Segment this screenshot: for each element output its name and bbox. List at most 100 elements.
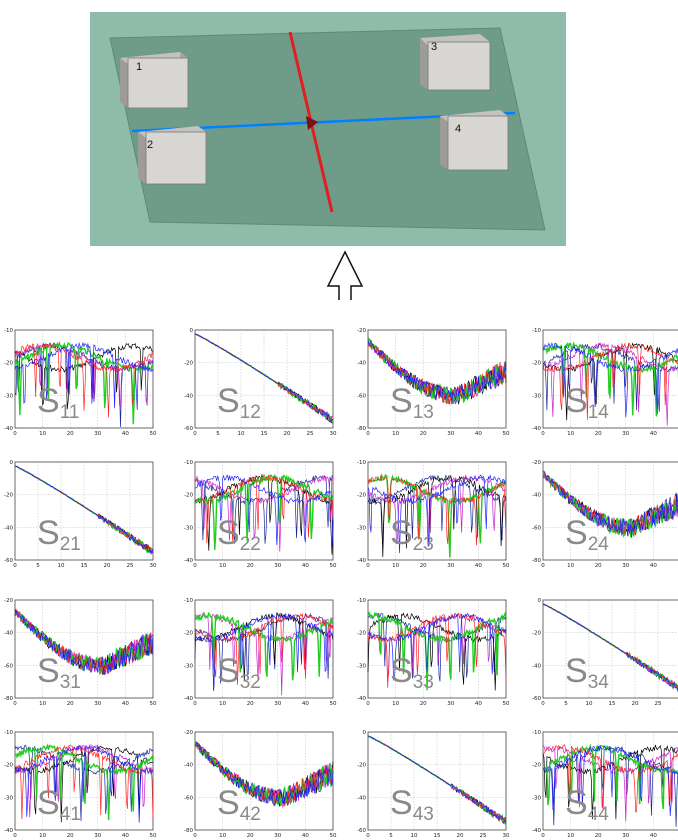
x-tick-label: 30 xyxy=(447,701,454,707)
y-tick-label: -60 xyxy=(532,696,541,702)
x-tick-label: 10 xyxy=(567,833,574,839)
x-tick-label: 30 xyxy=(622,563,629,569)
trace-line xyxy=(367,735,507,824)
y-tick-label: -30 xyxy=(357,663,366,669)
plot-s24: -20-40-60-8001020304050S24 xyxy=(532,460,678,569)
x-tick-label: 30 xyxy=(447,431,454,437)
x-tick-label: 0 xyxy=(366,701,370,707)
y-tick-label: -40 xyxy=(184,558,193,564)
y-tick-label: -20 xyxy=(532,763,541,769)
y-tick-label: -20 xyxy=(4,598,13,604)
x-tick-label: 5 xyxy=(389,833,393,839)
trace-line xyxy=(14,465,154,554)
x-tick-label: 0 xyxy=(193,701,197,707)
y-tick-label: -60 xyxy=(184,426,193,432)
plot-frame xyxy=(542,731,678,831)
y-tick-label: -60 xyxy=(357,393,366,399)
x-tick-label: 5 xyxy=(36,563,40,569)
y-tick-label: -80 xyxy=(357,426,366,432)
x-tick-label: 20 xyxy=(284,431,291,437)
x-tick-label: 10 xyxy=(39,701,46,707)
x-tick-label: 10 xyxy=(567,431,574,437)
y-tick-label: -20 xyxy=(357,328,366,334)
y-tick-label: -80 xyxy=(4,696,13,702)
x-tick-label: 30 xyxy=(274,701,281,707)
y-tick-label: -30 xyxy=(4,393,13,399)
trace-line xyxy=(14,744,154,823)
x-tick-label: 30 xyxy=(330,431,337,437)
x-tick-label: 40 xyxy=(122,833,129,839)
x-tick-label: 20 xyxy=(595,833,602,839)
x-tick-label: 40 xyxy=(302,701,309,707)
y-tick-label: -40 xyxy=(184,696,193,702)
x-tick-label: 30 xyxy=(622,431,629,437)
x-tick-label: 40 xyxy=(475,563,482,569)
y-tick-label: -30 xyxy=(532,393,541,399)
x-tick-label: 15 xyxy=(434,833,441,839)
x-tick-label: 0 xyxy=(13,431,17,437)
trace-line xyxy=(542,744,678,813)
y-tick-label: -10 xyxy=(532,730,541,736)
x-tick-label: 40 xyxy=(475,701,482,707)
trace-line xyxy=(542,746,678,827)
y-tick-label: -20 xyxy=(4,763,13,769)
x-tick-label: 30 xyxy=(447,563,454,569)
x-tick-label: 50 xyxy=(330,563,337,569)
y-tick-label: -60 xyxy=(4,558,13,564)
plot-s32: -10 -20 -30 -400 10 20 30 40 50 S32 xyxy=(184,598,337,707)
y-tick-label: -30 xyxy=(357,525,366,531)
trace-line xyxy=(14,342,154,418)
plot-frame xyxy=(542,599,678,699)
plot-s34: 0-20-40-60051015202530S34 xyxy=(532,598,678,707)
x-tick-label: 0 xyxy=(193,563,197,569)
y-tick-label: -60 xyxy=(184,795,193,801)
y-tick-label: -10 xyxy=(357,598,366,604)
x-tick-label: 20 xyxy=(632,701,639,707)
x-tick-label: 40 xyxy=(122,701,129,707)
y-tick-label: 0 xyxy=(363,730,367,736)
y-tick-label: -20 xyxy=(184,730,193,736)
port-label-2: 2 xyxy=(147,139,153,151)
plot-label: S41 xyxy=(37,784,81,825)
y-tick-label: 0 xyxy=(10,460,14,466)
plot-label: S12 xyxy=(217,382,261,423)
x-tick-label: 0 xyxy=(541,701,545,707)
plot-s31: -20 -40 -60 -800 10 20 30 40 50 S31 xyxy=(4,598,157,707)
y-tick-label: -20 xyxy=(357,493,366,499)
x-tick-label: 20 xyxy=(104,563,111,569)
trace-line xyxy=(14,343,154,410)
y-tick-label: -20 xyxy=(4,493,13,499)
x-tick-label: 0 xyxy=(193,833,197,839)
y-tick-label: 0 xyxy=(190,328,194,334)
y-tick-label: -40 xyxy=(532,426,541,432)
y-tick-label: -20 xyxy=(357,763,366,769)
port-label-4: 4 xyxy=(455,123,461,135)
plot-label: S43 xyxy=(390,784,434,825)
x-tick-label: 20 xyxy=(247,833,254,839)
y-tick-label: -10 xyxy=(532,328,541,334)
x-tick-label: 50 xyxy=(503,563,510,569)
x-tick-label: 5 xyxy=(216,431,220,437)
trace-line xyxy=(194,473,334,544)
y-tick-label: -20 xyxy=(184,631,193,637)
y-tick-label: -40 xyxy=(532,493,541,499)
x-tick-label: 40 xyxy=(650,563,657,569)
y-tick-label: -60 xyxy=(532,525,541,531)
x-tick-label: 20 xyxy=(420,563,427,569)
y-tick-label: -10 xyxy=(4,328,13,334)
x-tick-label: 30 xyxy=(94,431,101,437)
trace-line xyxy=(194,333,334,422)
y-tick-label: -30 xyxy=(184,663,193,669)
x-tick-label: 0 xyxy=(13,701,17,707)
y-tick-label: -60 xyxy=(4,663,13,669)
port-box-4: 4 xyxy=(440,110,509,171)
direction-arrow-icon xyxy=(306,116,318,130)
port-box-2: 2 xyxy=(138,126,207,185)
x-tick-label: 40 xyxy=(302,833,309,839)
trace-line xyxy=(367,612,507,682)
port-label-1: 1 xyxy=(136,61,142,73)
x-tick-label: 20 xyxy=(420,701,427,707)
x-tick-label: 50 xyxy=(330,833,337,839)
y-tick-label: -40 xyxy=(532,663,541,669)
